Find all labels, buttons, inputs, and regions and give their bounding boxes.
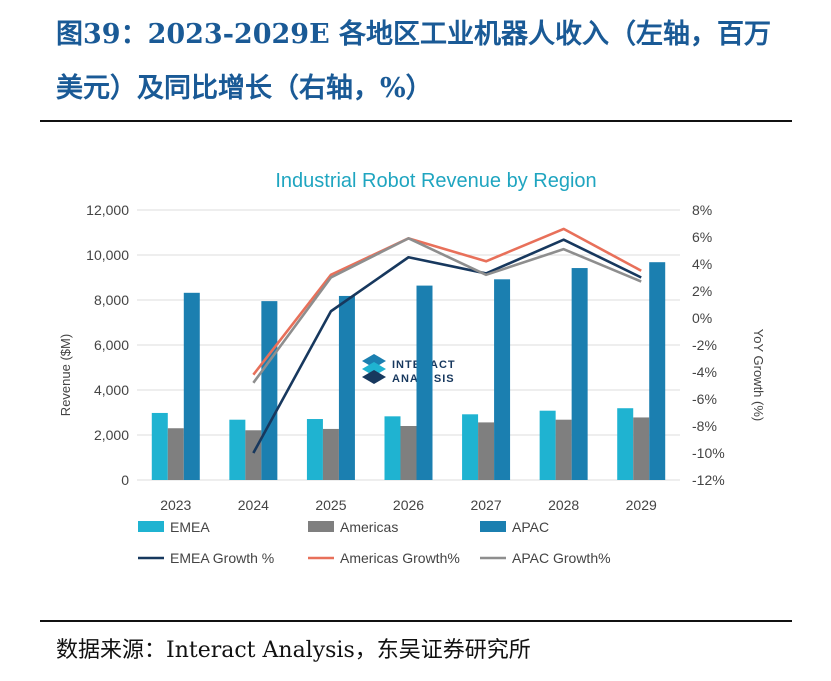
y2-tick-label: -8% bbox=[692, 418, 717, 434]
y2-tick-label: -10% bbox=[692, 445, 725, 461]
bar-americas bbox=[555, 419, 572, 480]
legend-swatch bbox=[480, 521, 506, 532]
bar-americas bbox=[245, 430, 262, 480]
revenue-chart: Industrial Robot Revenue by Region INTER… bbox=[58, 170, 766, 566]
line-apac-growth- bbox=[252, 237, 642, 384]
y2-tick-label: -12% bbox=[692, 472, 725, 488]
y2-tick-label: 6% bbox=[692, 229, 712, 245]
line-americas-growth- bbox=[252, 227, 642, 376]
bar-americas bbox=[478, 422, 495, 480]
line-series bbox=[252, 227, 642, 454]
y2-tick-label: 2% bbox=[692, 283, 712, 299]
legend-label: APAC bbox=[512, 519, 549, 535]
x-tick-label: 2024 bbox=[238, 497, 269, 513]
y2-tick-label: -4% bbox=[692, 364, 717, 380]
bar-americas bbox=[400, 426, 417, 480]
chart-panel: Industrial Robot Revenue by Region INTER… bbox=[40, 125, 792, 615]
y-axis-label: Revenue ($M) bbox=[58, 334, 73, 416]
bar-apac bbox=[338, 295, 355, 480]
bar-apac bbox=[649, 262, 666, 480]
legend-swatch bbox=[308, 521, 334, 532]
bar-series bbox=[151, 262, 666, 480]
y-tick-label: 6,000 bbox=[94, 337, 129, 353]
x-tick-label: 2025 bbox=[315, 497, 346, 513]
bar-americas bbox=[167, 428, 184, 480]
x-tick-label: 2027 bbox=[470, 497, 501, 513]
y-tick-label: 10,000 bbox=[86, 247, 129, 263]
right-axis: -12% -10% -8% -6% -4% -2% 0% 2% 4% 6% 8% bbox=[692, 202, 725, 488]
bottom-rule bbox=[40, 620, 792, 622]
legend-label: EMEA Growth % bbox=[170, 550, 274, 566]
legend-label: APAC Growth% bbox=[512, 550, 611, 566]
source-note: 数据来源：Interact Analysis，东吴证券研究所 bbox=[56, 638, 531, 663]
y2-tick-label: -2% bbox=[692, 337, 717, 353]
bar-emea bbox=[384, 416, 401, 480]
x-axis: 2023 2024 2025 2026 2027 2028 2029 bbox=[160, 497, 657, 513]
bar-apac bbox=[494, 279, 511, 480]
bar-apac bbox=[571, 268, 588, 480]
figure-title: 图39：2023-2029E 各地区工业机器人收入（左轴，百万美元）及同比增长（… bbox=[56, 19, 772, 104]
bar-emea bbox=[539, 410, 556, 480]
x-tick-label: 2028 bbox=[548, 497, 579, 513]
legend-label: EMEA bbox=[170, 519, 210, 535]
y2-tick-label: -6% bbox=[692, 391, 717, 407]
y2-tick-label: 0% bbox=[692, 310, 712, 326]
watermark-logo-icon bbox=[362, 354, 386, 384]
bar-emea bbox=[306, 419, 323, 480]
y-tick-label: 12,000 bbox=[86, 202, 129, 218]
bar-emea bbox=[151, 412, 168, 480]
legend-label: Americas Growth% bbox=[340, 550, 460, 566]
y2-axis-label: YoY Growth (%) bbox=[751, 329, 766, 422]
bar-emea bbox=[617, 408, 634, 480]
left-axis: 0 2,000 4,000 6,000 8,000 10,000 12,000 bbox=[86, 202, 129, 488]
gridlines bbox=[137, 209, 680, 481]
bar-emea bbox=[229, 419, 246, 480]
y-tick-label: 4,000 bbox=[94, 382, 129, 398]
y-tick-label: 8,000 bbox=[94, 292, 129, 308]
y-tick-label: 2,000 bbox=[94, 427, 129, 443]
legend: EMEA Americas APAC EMEA Growth % Americas Gr… bbox=[138, 519, 611, 566]
line-emea-growth- bbox=[252, 238, 642, 454]
x-tick-label: 2029 bbox=[626, 497, 657, 513]
interact-analysis-watermark: INTERACT ANALYSIS bbox=[362, 354, 455, 385]
y2-tick-label: 4% bbox=[692, 256, 712, 272]
y2-tick-label: 8% bbox=[692, 202, 712, 218]
y-tick-label: 0 bbox=[121, 472, 129, 488]
legend-swatch bbox=[138, 521, 164, 532]
legend-label: Americas bbox=[340, 519, 398, 535]
bar-americas bbox=[322, 428, 339, 480]
top-rule bbox=[40, 120, 792, 122]
x-tick-label: 2026 bbox=[393, 497, 424, 513]
bar-apac bbox=[261, 301, 278, 480]
bar-americas bbox=[633, 417, 650, 480]
bar-apac bbox=[416, 285, 433, 480]
bar-emea bbox=[462, 414, 479, 480]
bar-apac bbox=[183, 292, 200, 480]
chart-title: Industrial Robot Revenue by Region bbox=[275, 170, 596, 192]
x-tick-label: 2023 bbox=[160, 497, 191, 513]
